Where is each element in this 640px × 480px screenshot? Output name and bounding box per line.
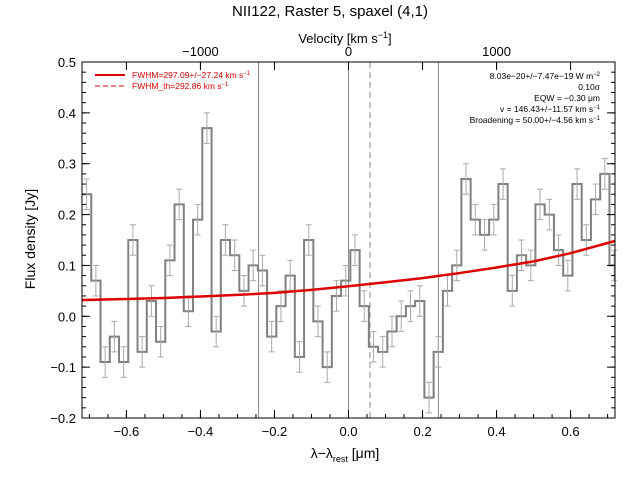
y-axis-label: Flux density [Jy]: [22, 189, 38, 289]
x-tick-label: 0.4: [488, 424, 506, 439]
x-tick-label: −0.4: [188, 424, 214, 439]
y-tick-label: 0.4: [58, 106, 76, 121]
annotation-1: 0.10σ: [578, 82, 601, 92]
top-axis-label-main: Velocity [km s: [298, 31, 378, 46]
y-tick-label: 0.3: [58, 157, 76, 172]
x-tick-label: 0.6: [562, 424, 580, 439]
annotation-sup: −2: [593, 72, 601, 78]
annotation-sup: −1: [593, 105, 601, 111]
x-tick-label: 0.2: [413, 424, 431, 439]
legend-label-sup: −1: [243, 71, 251, 77]
y-tick-label: 0.0: [58, 309, 76, 324]
x-axis-label: λ−λrest [μm]: [311, 445, 380, 464]
top-axis-label-end: ]: [388, 31, 392, 46]
y-tick-label: 0.5: [58, 55, 76, 70]
annotation-4: Broadening = 50.00+/−4.56 km s−1: [470, 115, 601, 125]
annotation-3: v = 146.43+/−11.57 km s−1: [500, 104, 601, 114]
x-tick-label: −0.6: [114, 424, 140, 439]
top-tick-label: 0: [345, 44, 352, 59]
legend-label-1: FWHM_th=292.86 km s−1: [132, 81, 229, 91]
annotation-2: EQW = −0.30 μm: [534, 93, 600, 103]
fit-curve: [81, 239, 616, 302]
top-tick-label: −1000: [182, 44, 219, 59]
top-axis-label-sup: −1: [378, 30, 388, 40]
y-tick-label: −0.1: [50, 360, 76, 375]
y-tick-label: −0.2: [50, 411, 76, 426]
x-axis-label-unit: [μm]: [348, 445, 379, 461]
plot-area: −0.6 −0.4 −0.2 0.0 0.2 0.4 0.6 −1000 0 1000 −0.2 −0…: [50, 44, 618, 439]
annotation-0: 8.03e−20+/−7.47e−19 W m−2: [490, 71, 601, 81]
legend-label-0: FWHM=297.09+/−27.24 km s−1: [132, 70, 251, 80]
x-axis-label-main: λ−λ: [311, 445, 333, 461]
x-tick-label: −0.2: [262, 424, 288, 439]
chart-title: NII122, Raster 5, spaxel (4,1): [232, 3, 428, 20]
legend-label-sup: −1: [222, 82, 230, 88]
top-tick-label: 1000: [482, 44, 511, 59]
x-axis-label-sub: rest: [333, 454, 349, 464]
y-tick-label: 0.1: [58, 258, 76, 273]
y-tick-label: 0.2: [58, 208, 76, 223]
annotation-sup: −1: [593, 116, 601, 122]
top-axis-label: Velocity [km s−1]: [298, 30, 391, 46]
x-tick-label: 0.0: [339, 424, 357, 439]
